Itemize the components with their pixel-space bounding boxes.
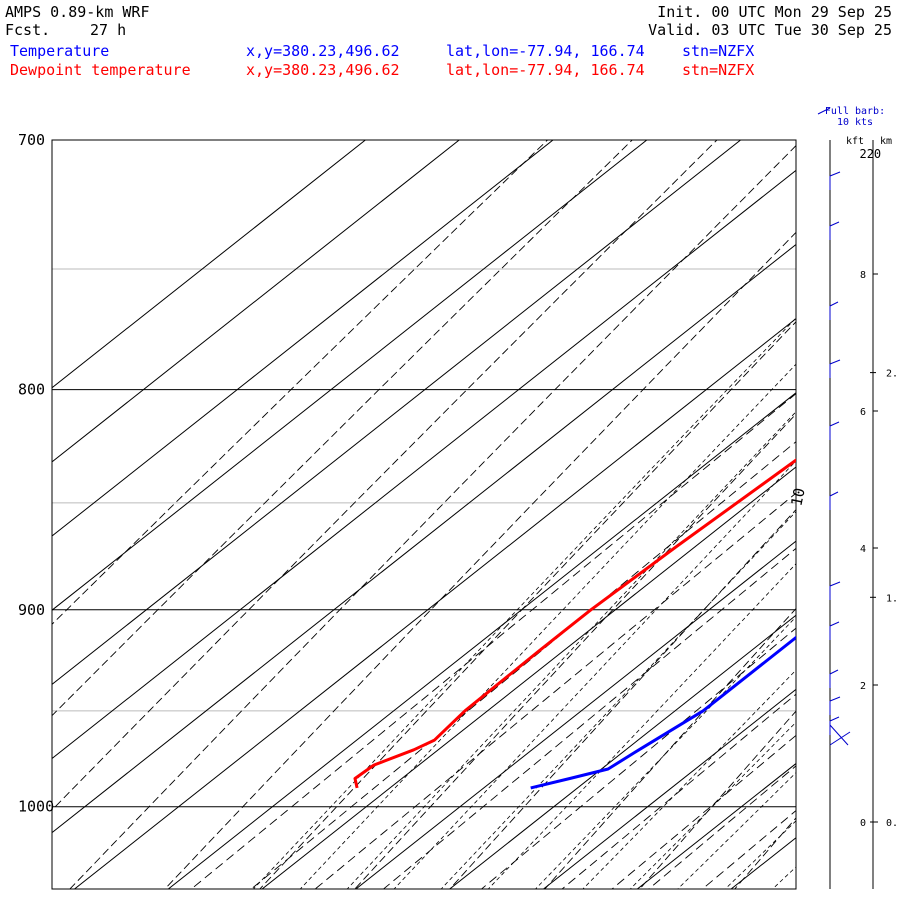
pressure-tick-label: 800 [18,381,45,399]
moist-adiabat [440,510,796,889]
mixing-ratio-line [561,693,796,889]
wind-barb-flag [829,716,840,722]
wind-barb-flag [829,421,840,427]
moist-adiabat [677,772,796,889]
dry-adiabat [544,607,796,889]
kft-tick-label: 8 [860,270,866,281]
mixing-ratio-line [314,492,796,889]
kft-tick-label: 2 [860,681,866,692]
dry-adiabat [52,140,549,625]
km-tick-label: 0. [886,818,898,829]
wind-barb-flag [829,301,839,307]
dry-adiabat [259,321,796,889]
moist-adiabat [582,669,796,889]
legend-temperature-latlon: lat,lon=-77.94, 166.74 [446,42,645,60]
dry-adiabat-label: 220 [859,147,881,161]
dry-adiabat [639,710,796,889]
isotherm [52,140,741,685]
forecast-hours: 27 h [90,21,127,39]
temperature-profile [530,635,796,790]
init-time: Init. 00 UTC Mon 29 Sep 25 [657,3,892,21]
wind-barb-flag [829,359,841,365]
dry-adiabat [52,140,633,717]
dry-adiabat [52,140,718,811]
isotherm [637,762,796,889]
moist-adiabat [346,411,796,889]
moist-adiabat [393,460,796,889]
wind-barb-flag [829,581,841,587]
isotherm [52,140,648,611]
isotherm [168,392,796,889]
legend-temperature-label: Temperature [10,42,110,60]
dewpoint-profile [353,458,796,789]
dry-adiabat [807,86,900,900]
isotherm [74,318,796,889]
mixing-ratio-line [382,547,796,889]
dry-adiabat [449,508,796,889]
isotherm [52,243,796,834]
legend-dewpoint-latlon: lat,lon=-77.94, 166.74 [446,61,645,79]
dry-adiabat [69,145,796,889]
isotherm [261,466,796,889]
wind-barb [829,724,849,746]
isotherm [543,688,796,889]
wind-barb-flag [829,491,839,497]
mixing-ratio-line [648,765,796,889]
moist-adiabat [772,866,796,889]
mixing-ratio-line [611,734,796,889]
isotherm [52,169,796,760]
mixing-ratio-line [701,809,796,889]
valid-time: Valid. 03 UTC Tue 30 Sep 25 [648,21,892,39]
isotherm-label: 10 [787,486,808,507]
legend-temperature-stn: stn=NZFX [682,42,755,60]
mixing-ratio-line [190,393,796,889]
dry-adiabat [164,231,796,889]
isotherm [52,140,554,537]
kft-label: kft [846,136,864,147]
moist-adiabat [487,563,796,889]
isotherm [449,614,796,889]
wind-barb-flag [829,621,840,627]
wind-barb-flag [829,669,839,675]
kft-tick-label: 6 [860,407,866,418]
legend-temperature-xy: x,y=380.23,496.62 [246,42,400,60]
isotherm [52,140,460,463]
km-label: km [880,136,892,147]
barb-legend-icon [817,107,831,115]
isotherm [730,837,796,889]
moist-adiabat [299,363,796,889]
pressure-tick-label: 700 [18,131,45,149]
wind-barb-flag [829,221,840,227]
forecast-label: Fcst. [5,21,51,39]
km-tick-label: 1. [886,593,898,604]
barb-legend-line2: 10 kts [837,117,873,128]
legend-dewpoint-label: Dewpoint temperature [10,61,191,79]
isotherm [52,140,366,389]
model-title: AMPS 0.89-km WRF [5,3,150,21]
mixing-ratio-line [250,441,796,889]
km-tick-label: 2. [886,369,898,380]
kft-tick-label: 0 [860,818,866,829]
pressure-tick-label: 900 [18,601,45,619]
pressure-tick-label: 1000 [18,798,54,816]
kft-tick-label: 4 [860,544,866,555]
wind-barb-flag [829,171,841,177]
plot-frame [51,139,797,890]
isotherm [355,540,796,889]
wind-barb-flag [829,696,841,702]
legend-dewpoint-xy: x,y=380.23,496.62 [246,61,400,79]
legend-dewpoint-stn: stn=NZFX [682,61,755,79]
moist-adiabat [885,86,900,900]
isotherm [825,140,900,889]
moist-adiabat [838,86,900,900]
dry-adiabat [354,413,796,889]
wind-barb [829,731,851,746]
barb-legend-line1: Full barb: [825,106,885,117]
